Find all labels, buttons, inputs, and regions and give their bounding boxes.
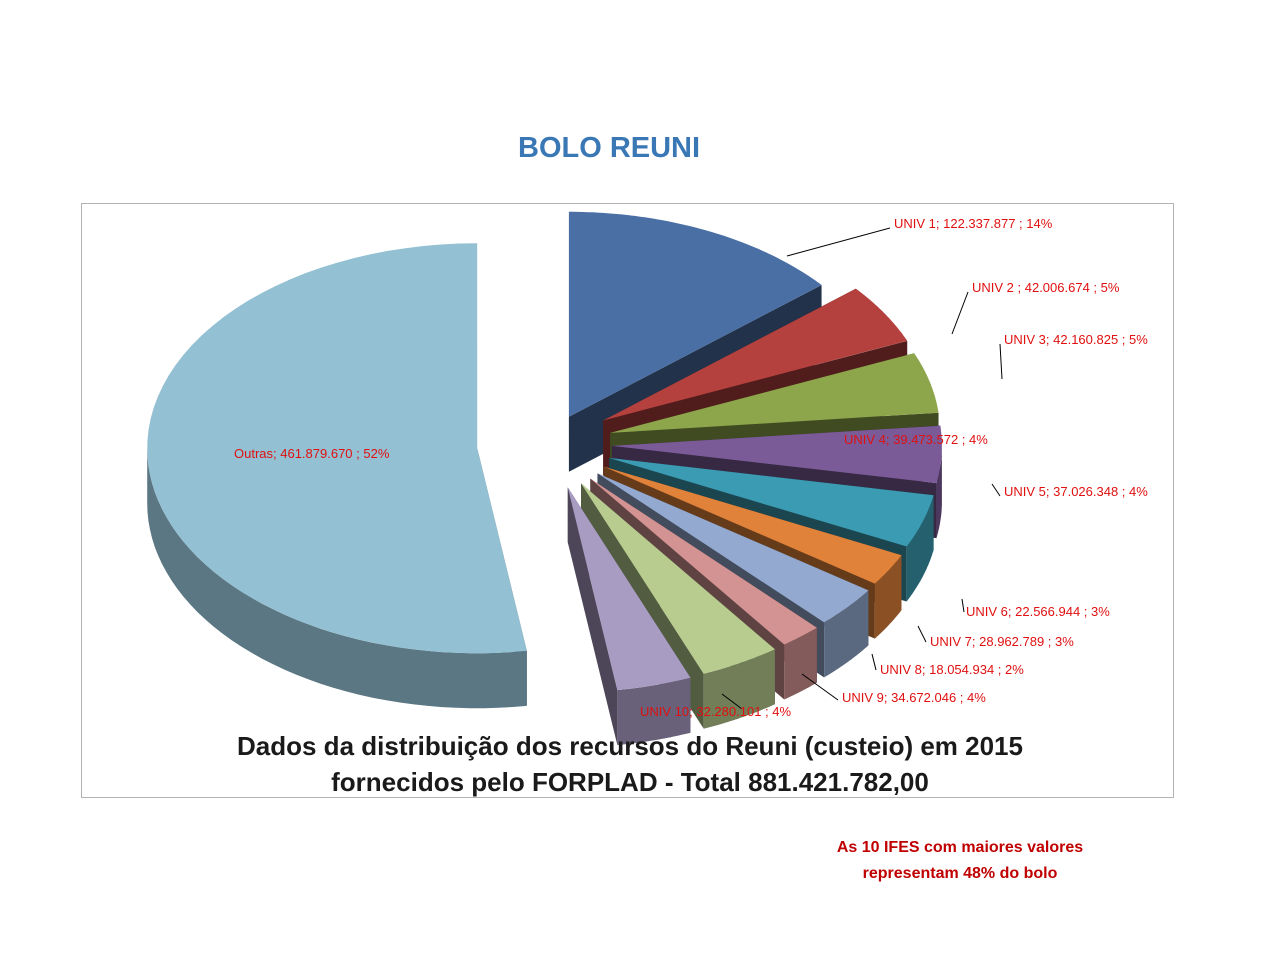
- caption-line-2: fornecidos pelo FORPLAD - Total 881.421.…: [331, 767, 929, 797]
- slice-rim: [906, 495, 934, 602]
- slice-top: [603, 466, 902, 584]
- slice-top: [611, 425, 942, 484]
- data-label-univ-3: UNIV 3; 42.160.825 ; 5%: [1004, 332, 1148, 347]
- pie-slice-outras: [147, 243, 527, 709]
- slice-top: [609, 457, 934, 547]
- leader-line: [999, 343, 1003, 380]
- chart-frame: UNIV 1; 122.337.877 ; 14% UNIV 2 ; 42.006…: [81, 203, 1174, 798]
- leader-line: [951, 291, 969, 335]
- caption-line-1: Dados da distribuição dos recursos do Re…: [237, 731, 1023, 761]
- leader-line: [961, 598, 965, 613]
- leader-line: [786, 227, 891, 257]
- data-label-univ-5: UNIV 5; 37.026.348 ; 4%: [1004, 484, 1148, 499]
- note-line-1: As 10 IFES com maiores valores: [836, 839, 1084, 856]
- slice-top: [597, 473, 869, 623]
- summary-note: As 10 IFES com maiores valores represent…: [800, 835, 1120, 887]
- slice-top: [567, 487, 691, 691]
- slice-wall: [567, 487, 618, 746]
- data-label-univ-6: UNIV 6; 22.566.944 ; 3%: [966, 604, 1110, 619]
- pie-slice-univ-10: [567, 487, 691, 746]
- data-label-univ-1: UNIV 1; 122.337.877 ; 14%: [894, 216, 1053, 231]
- leader-line: [917, 625, 927, 643]
- data-label-univ-9: UNIV 9; 34.672.046 ; 4%: [842, 690, 986, 705]
- data-label-outras: Outras; 461.879.670 ; 52%: [234, 446, 390, 461]
- leader-line: [871, 653, 877, 671]
- leader-line: [801, 673, 839, 701]
- slice-top: [581, 483, 775, 674]
- data-label-univ-7: UNIV 7; 28.962.789 ; 3%: [930, 634, 1074, 649]
- slice-top: [610, 353, 939, 433]
- slice-top: [147, 243, 527, 654]
- slice-top: [568, 211, 822, 417]
- data-label-univ-4: UNIV 4; 39.473.572 ; 4%: [844, 432, 988, 447]
- slice-rim: [703, 649, 775, 729]
- leader-line: [991, 483, 1001, 497]
- data-label-univ-8: UNIV 8; 18.054.934 ; 2%: [880, 662, 1024, 677]
- data-label-univ-10: UNIV 10; 32.280.101 ; 4%: [640, 704, 791, 719]
- slice-rim: [936, 445, 942, 539]
- slice-rim: [874, 555, 902, 639]
- leader-line: [721, 693, 743, 710]
- note-line-2: representam 48% do bolo: [862, 865, 1058, 882]
- slice-top: [590, 478, 817, 645]
- chart-caption: Dados da distribuição dos recursos do Re…: [130, 728, 1130, 800]
- slice-rim: [784, 627, 817, 700]
- pie-chart: UNIV 1; 122.337.877 ; 14% UNIV 2 ; 42.006…: [147, 211, 1148, 746]
- slice-rim: [617, 677, 691, 746]
- page-title: BOLO REUNI: [518, 132, 701, 164]
- slice-top: [603, 288, 908, 421]
- slice-rim: [824, 590, 869, 678]
- slice-rim: [147, 448, 527, 709]
- data-label-univ-2: UNIV 2 ; 42.006.674 ; 5%: [972, 280, 1120, 295]
